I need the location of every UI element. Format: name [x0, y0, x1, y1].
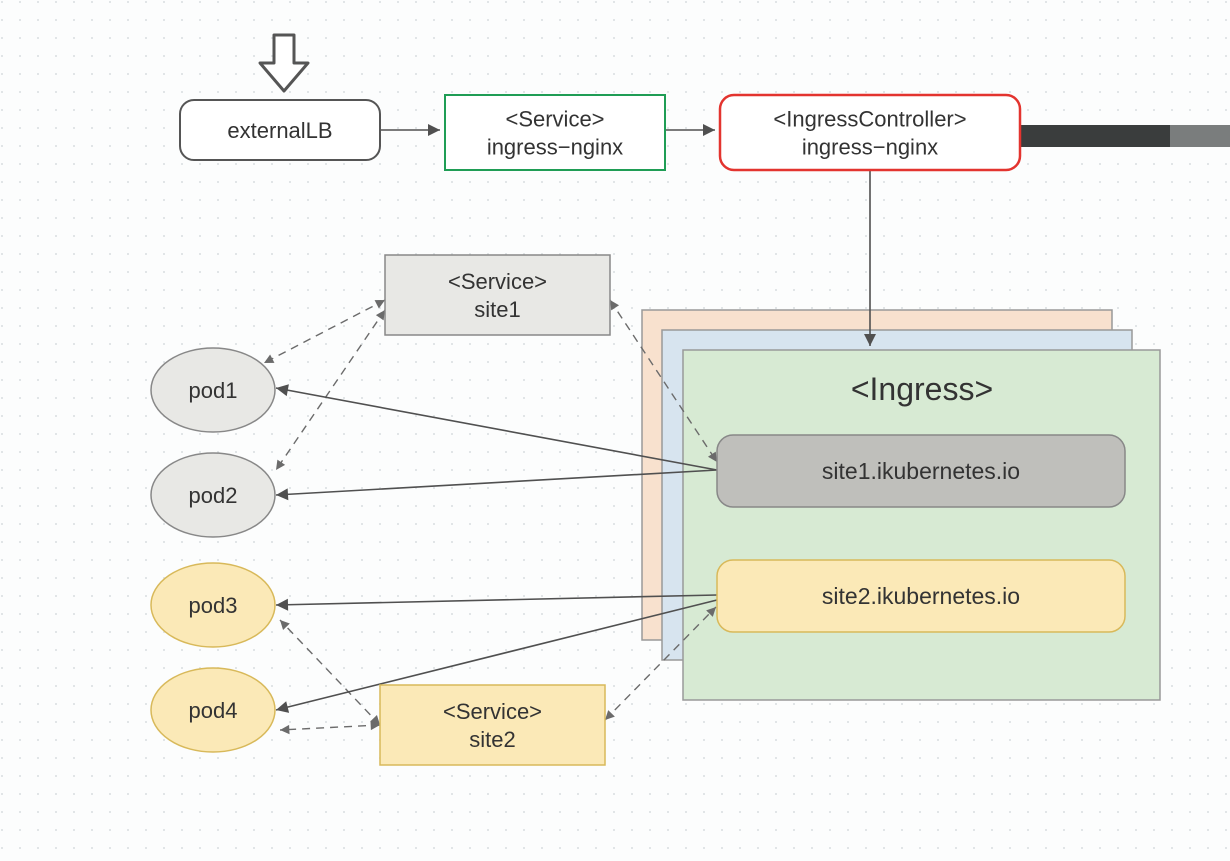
svg-text:<Service>: <Service> — [448, 269, 547, 294]
svg-text:<Ingress>: <Ingress> — [851, 371, 993, 407]
external-lb-node: externalLB — [180, 100, 380, 160]
architecture-diagram: externalLB <Service> ingress−nginx <Ingre… — [0, 0, 1230, 861]
svg-text:<Service>: <Service> — [443, 699, 542, 724]
pod3-node: pod3 — [151, 563, 275, 647]
pod4-node: pod4 — [151, 668, 275, 752]
svg-text:site1.ikubernetes.io: site1.ikubernetes.io — [822, 458, 1020, 484]
svg-text:site2: site2 — [469, 727, 515, 752]
svg-text:<Service>: <Service> — [505, 107, 604, 132]
pod1-node: pod1 — [151, 348, 275, 432]
svg-text:site1: site1 — [474, 297, 520, 322]
svg-text:<IngressController>: <IngressController> — [773, 107, 966, 132]
svg-text:pod2: pod2 — [189, 483, 238, 508]
svg-text:pod4: pod4 — [189, 698, 238, 723]
svg-text:pod3: pod3 — [189, 593, 238, 618]
svg-text:pod1: pod1 — [189, 378, 238, 403]
service-site1-node: <Service> site1 — [385, 255, 610, 335]
pod2-node: pod2 — [151, 453, 275, 537]
ingress-controller-node: <IngressController> ingress−nginx — [720, 95, 1020, 170]
svg-text:ingress−nginx: ingress−nginx — [802, 135, 938, 160]
svg-text:externalLB: externalLB — [227, 118, 332, 143]
service-site2-node: <Service> site2 — [380, 685, 605, 765]
service-ingress-nginx-node: <Service> ingress−nginx — [445, 95, 665, 170]
svg-text:site2.ikubernetes.io: site2.ikubernetes.io — [822, 583, 1020, 609]
svg-text:ingress−nginx: ingress−nginx — [487, 135, 623, 160]
top-brand-bar — [1020, 125, 1230, 147]
